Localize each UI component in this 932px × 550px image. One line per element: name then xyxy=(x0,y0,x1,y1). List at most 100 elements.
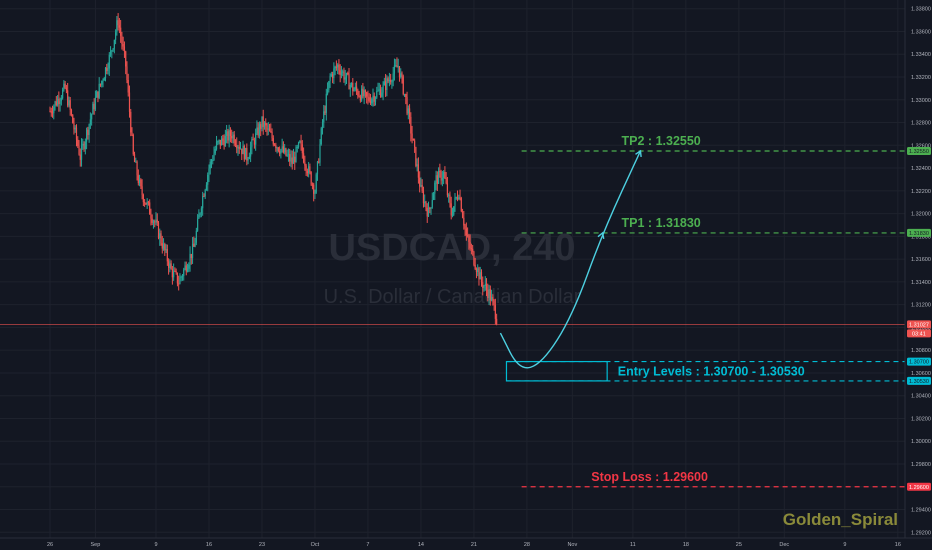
candle-body[interactable] xyxy=(395,65,397,67)
candle-body[interactable] xyxy=(467,235,469,237)
candle-body[interactable] xyxy=(138,179,141,184)
candle-body[interactable] xyxy=(265,122,267,126)
candle-body[interactable] xyxy=(220,138,223,146)
candle-body[interactable] xyxy=(310,172,312,185)
candle-body[interactable] xyxy=(212,160,214,162)
candle-body[interactable] xyxy=(323,111,325,123)
candle-body[interactable] xyxy=(218,139,220,142)
candle-body[interactable] xyxy=(272,138,274,145)
candle-body[interactable] xyxy=(275,145,277,148)
candle-body[interactable] xyxy=(260,124,262,129)
candle-body[interactable] xyxy=(198,214,200,219)
candle-body[interactable] xyxy=(189,253,191,265)
candle-body[interactable] xyxy=(355,86,358,91)
candle-body[interactable] xyxy=(59,101,61,105)
candle-body[interactable] xyxy=(250,147,252,157)
candle-body[interactable] xyxy=(267,128,269,130)
candle-body[interactable] xyxy=(137,175,139,184)
candle-body[interactable] xyxy=(266,125,268,130)
candle-body[interactable] xyxy=(65,87,68,91)
candle-body[interactable] xyxy=(350,82,353,85)
candle-body[interactable] xyxy=(464,225,466,229)
candle-body[interactable] xyxy=(449,194,451,204)
candle-body[interactable] xyxy=(372,95,374,99)
candle-body[interactable] xyxy=(75,127,78,140)
candle-body[interactable] xyxy=(487,289,489,298)
candle-body[interactable] xyxy=(374,97,377,102)
candle-body[interactable] xyxy=(343,71,345,80)
candle-body[interactable] xyxy=(144,202,146,204)
candle-body[interactable] xyxy=(339,70,341,75)
candle-body[interactable] xyxy=(304,162,306,166)
candle-body[interactable] xyxy=(469,241,471,249)
candle-body[interactable] xyxy=(416,164,418,166)
candle-body[interactable] xyxy=(233,134,235,144)
candle-body[interactable] xyxy=(437,170,440,184)
candle-body[interactable] xyxy=(104,67,107,79)
candle-body[interactable] xyxy=(378,89,380,91)
candle-body[interactable] xyxy=(194,242,196,247)
candle-body[interactable] xyxy=(408,108,411,117)
candle-body[interactable] xyxy=(403,93,406,95)
candle-body[interactable] xyxy=(116,20,118,33)
candle-body[interactable] xyxy=(363,90,365,97)
candle-body[interactable] xyxy=(251,139,253,148)
candle-body[interactable] xyxy=(242,145,244,155)
candle-body[interactable] xyxy=(74,127,76,130)
candle-body[interactable] xyxy=(213,153,215,161)
candle-body[interactable] xyxy=(190,253,192,258)
candle-body[interactable] xyxy=(169,263,171,269)
candle-body[interactable] xyxy=(371,98,373,104)
candle-body[interactable] xyxy=(157,222,160,239)
candle-body[interactable] xyxy=(185,265,187,272)
candle-body[interactable] xyxy=(453,206,455,215)
candle-body[interactable] xyxy=(478,268,480,280)
candle-body[interactable] xyxy=(373,95,375,102)
candle-body[interactable] xyxy=(197,218,199,231)
candle-body[interactable] xyxy=(434,182,436,194)
candle-body[interactable] xyxy=(214,149,216,154)
candle-body[interactable] xyxy=(60,98,62,102)
candle-body[interactable] xyxy=(111,50,113,52)
candle-body[interactable] xyxy=(208,168,210,175)
candle-body[interactable] xyxy=(203,196,205,198)
candle-body[interactable] xyxy=(362,88,364,97)
candle-body[interactable] xyxy=(417,164,420,178)
candle-body[interactable] xyxy=(147,201,150,203)
candle-body[interactable] xyxy=(337,64,339,68)
candle-body[interactable] xyxy=(102,80,104,82)
candle-body[interactable] xyxy=(156,219,158,223)
candle-body[interactable] xyxy=(108,54,110,69)
candle-body[interactable] xyxy=(226,131,228,136)
candle-body[interactable] xyxy=(121,35,123,44)
candle-body[interactable] xyxy=(302,153,305,163)
candle-body[interactable] xyxy=(92,103,94,115)
candle-body[interactable] xyxy=(330,74,332,76)
candle-body[interactable] xyxy=(292,156,295,164)
candle-body[interactable] xyxy=(219,139,221,146)
candle-body[interactable] xyxy=(300,141,302,145)
candle-body[interactable] xyxy=(273,144,276,146)
candle-body[interactable] xyxy=(357,90,359,96)
candle-body[interactable] xyxy=(329,75,331,82)
candle-body[interactable] xyxy=(281,146,283,150)
projection-path[interactable] xyxy=(499,150,642,369)
candle-body[interactable] xyxy=(368,97,370,101)
candle-body[interactable] xyxy=(393,65,396,74)
candle-body[interactable] xyxy=(112,48,114,51)
candle-body[interactable] xyxy=(149,202,151,215)
candle-body[interactable] xyxy=(422,191,425,204)
candle-body[interactable] xyxy=(210,160,213,162)
candle-body[interactable] xyxy=(460,198,462,212)
candle-body[interactable] xyxy=(101,80,103,85)
candle-body[interactable] xyxy=(425,201,427,208)
candle-body[interactable] xyxy=(320,128,322,145)
candle-body[interactable] xyxy=(87,129,89,135)
candle-body[interactable] xyxy=(455,197,457,199)
candle-body[interactable] xyxy=(248,156,250,160)
candle-body[interactable] xyxy=(142,194,144,203)
candle-body[interactable] xyxy=(392,73,394,82)
candle-body[interactable] xyxy=(282,146,285,153)
candle-body[interactable] xyxy=(64,83,66,88)
candle-body[interactable] xyxy=(127,80,129,93)
